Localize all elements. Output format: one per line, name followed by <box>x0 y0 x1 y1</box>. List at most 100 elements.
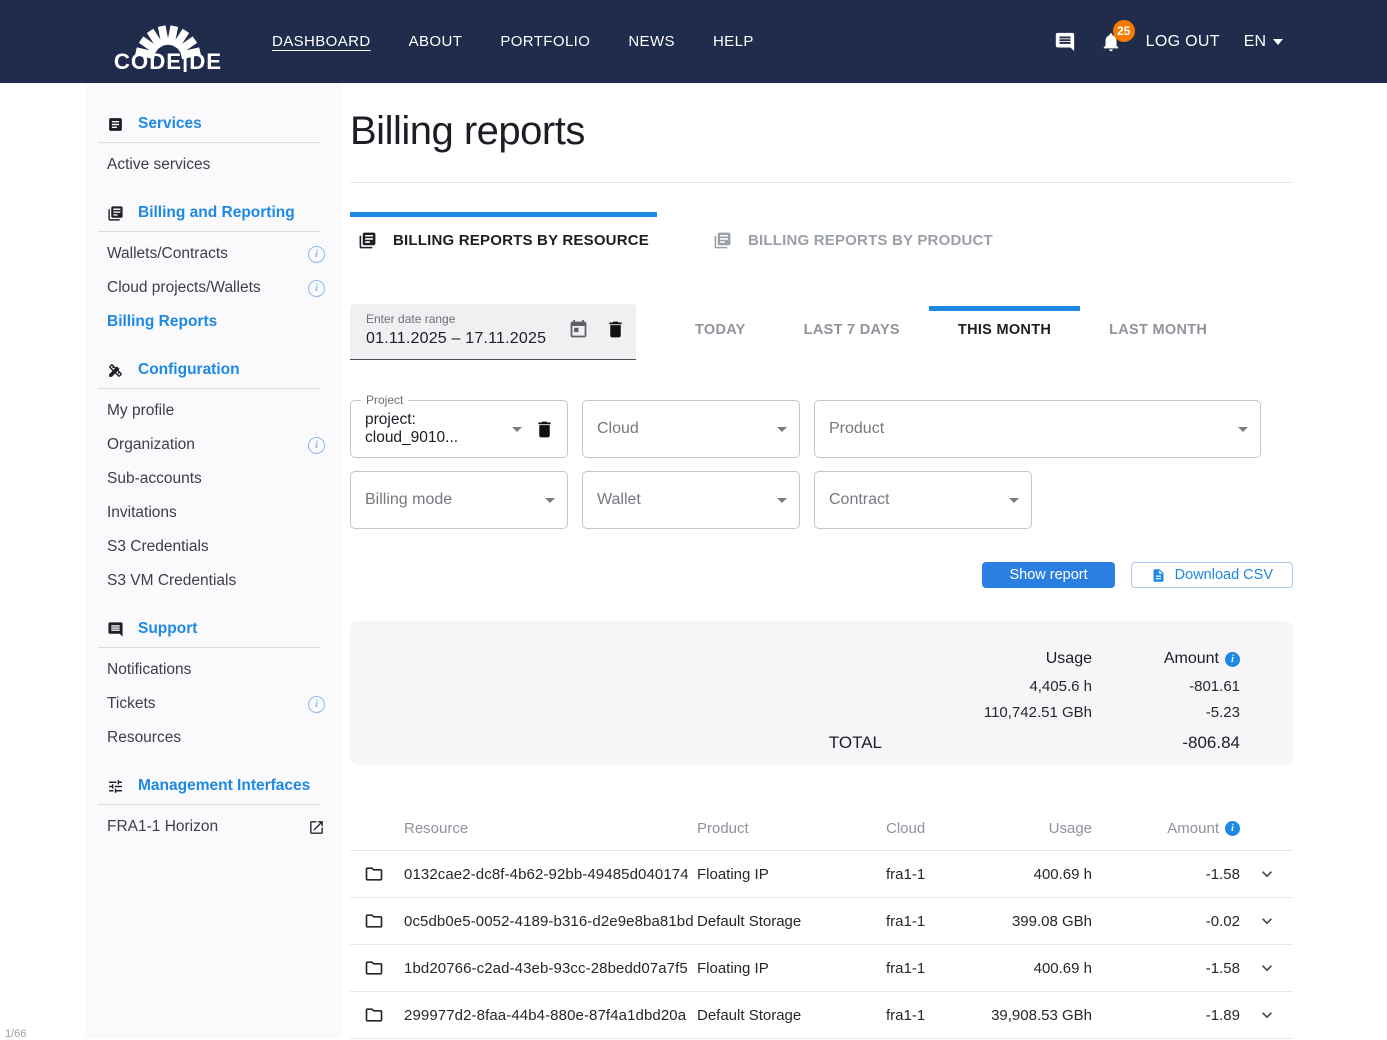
project-select-label: Project <box>361 393 409 407</box>
project-select[interactable]: Project project: cloud_9010... <box>350 393 568 458</box>
chevron-down-icon <box>512 426 522 432</box>
sidebar-section-billing: Billing and Reporting Wallets/Contracts … <box>85 196 341 339</box>
design-services-icon <box>107 362 124 379</box>
date-filter-row: Enter date range 01.11.2025 – 17.11.2025… <box>350 304 1293 360</box>
logout-button[interactable]: LOG OUT <box>1145 32 1220 50</box>
table-row: 299977d2-8faa-44b4-880e-87f4a1dbd20a Def… <box>350 992 1293 1039</box>
info-icon[interactable]: i <box>308 245 325 263</box>
summary-usage-header: Usage <box>1045 650 1092 667</box>
range-last-7-days[interactable]: LAST 7 DAYS <box>803 322 900 338</box>
file-icon <box>1153 568 1164 582</box>
summary-total-row: TOTAL -806.84 <box>350 727 1240 759</box>
open-in-new-icon <box>308 819 325 836</box>
nav-portfolio[interactable]: PORTFOLIO <box>500 33 591 50</box>
codede-logo[interactable]: CODE|DE <box>98 12 240 72</box>
clear-date-icon[interactable] <box>605 319 626 340</box>
feedback-icon[interactable] <box>1054 31 1076 53</box>
chevron-down-icon <box>777 497 787 503</box>
navbar-right: 25 LOG OUT EN <box>1054 19 1387 53</box>
sidebar-item-wallets-contracts[interactable]: Wallets/Contracts i <box>85 237 341 271</box>
summary-amount-header: Amount <box>1163 650 1219 667</box>
date-range-label: Enter date range <box>366 312 456 326</box>
filters: Project project: cloud_9010... Cloud Pro… <box>350 393 1293 529</box>
download-csv-button[interactable]: Download CSV <box>1130 562 1293 588</box>
total-label: TOTAL <box>828 733 882 752</box>
folder-icon <box>350 1005 404 1025</box>
library-icon <box>359 232 376 248</box>
expand-row-icon[interactable] <box>1240 911 1293 931</box>
calendar-icon[interactable] <box>568 319 589 340</box>
nav-help[interactable]: HELP <box>712 33 754 50</box>
section-title-management: Management Interfaces <box>138 777 311 794</box>
sidebar-item-tickets[interactable]: Tickets i <box>85 687 341 721</box>
sidebar-item-s3-credentials[interactable]: S3 Credentials <box>107 538 209 555</box>
divider <box>98 142 321 143</box>
article-icon <box>107 116 124 133</box>
col-product: Product <box>697 820 749 837</box>
page-title: Billing reports <box>350 109 585 153</box>
info-icon[interactable]: i <box>1225 821 1240 836</box>
svg-text:CODE|DE: CODE|DE <box>114 49 222 72</box>
cloud-select[interactable]: Cloud <box>582 400 800 458</box>
date-range-input[interactable]: Enter date range 01.11.2025 – 17.11.2025 <box>350 304 636 360</box>
table-row: 1bd20766-c2ad-43eb-93cc-28bedd07a7f5 Flo… <box>350 945 1293 992</box>
billing-mode-select[interactable]: Billing mode <box>350 471 568 529</box>
contract-select[interactable]: Contract <box>814 471 1032 529</box>
sidebar-item-s3-vm-credentials[interactable]: S3 VM Credentials <box>107 572 237 589</box>
col-resource: Resource <box>404 820 469 837</box>
language-selector[interactable]: EN <box>1244 33 1283 51</box>
project-select-value: project: cloud_9010... <box>365 411 459 446</box>
sidebar-item-resources[interactable]: Resources <box>107 729 182 746</box>
divider <box>98 388 321 389</box>
sidebar-item-fra1-horizon[interactable]: FRA1-1 Horizon <box>85 810 341 844</box>
col-cloud: Cloud <box>886 820 926 837</box>
range-today[interactable]: TODAY <box>695 322 746 338</box>
range-last-month[interactable]: LAST MONTH <box>1109 322 1208 338</box>
wallet-select[interactable]: Wallet <box>582 471 800 529</box>
info-icon[interactable]: i <box>1225 651 1240 667</box>
range-this-month[interactable]: THIS MONTH <box>928 306 1081 354</box>
nav-about[interactable]: ABOUT <box>408 33 463 50</box>
table-row: 0c5db0e5-0052-4189-b316-d2e9e8ba81bd Def… <box>350 898 1293 945</box>
sidebar-item-active-services[interactable]: Active services <box>107 156 211 173</box>
section-title-configuration: Configuration <box>138 361 240 378</box>
sidebar-item-cloud-projects-wallets[interactable]: Cloud projects/Wallets i <box>85 271 341 305</box>
report-actions: Show report Download CSV <box>350 562 1293 588</box>
nav-news[interactable]: NEWS <box>628 33 675 50</box>
section-title-support: Support <box>138 620 198 637</box>
sidebar-section-support: Support Notifications Tickets i Resource… <box>85 612 341 755</box>
summary-row: 4,405.6 h -801.61 <box>1029 677 1240 695</box>
clear-project-icon[interactable] <box>534 419 555 440</box>
product-select[interactable]: Product <box>814 400 1261 458</box>
folder-icon <box>350 864 404 884</box>
sidebar-section-services: Services Active services <box>85 107 341 182</box>
notifications-bell-icon[interactable]: 25 <box>1100 19 1135 53</box>
tab-billing-by-product[interactable]: BILLING REPORTS BY PRODUCT <box>705 216 1001 264</box>
info-icon[interactable]: i <box>308 436 325 454</box>
table-row: 0132cae2-dc8f-4b62-92bb-49485d040174 Flo… <box>350 851 1293 898</box>
page-indicator: 1/66 <box>5 1028 27 1040</box>
expand-row-icon[interactable] <box>1240 958 1293 978</box>
sidebar-item-sub-accounts[interactable]: Sub-accounts <box>107 470 202 487</box>
show-report-button[interactable]: Show report <box>982 562 1115 588</box>
sidebar-item-my-profile[interactable]: My profile <box>107 402 175 419</box>
summary-panel: Usage Amount i 4,405.6 h -801.61 110,742… <box>350 621 1293 765</box>
nav-dashboard[interactable]: DASHBOARD <box>272 33 371 50</box>
info-icon[interactable]: i <box>308 279 325 297</box>
quick-range-tabs: TODAY LAST 7 DAYS THIS MONTH LAST MONTH <box>666 306 1236 354</box>
sidebar-item-billing-reports[interactable]: Billing Reports <box>107 313 218 330</box>
table-header: Resource Product Cloud Usage Amount i <box>350 807 1293 851</box>
expand-row-icon[interactable] <box>1240 864 1293 884</box>
chevron-down-icon <box>1009 497 1019 503</box>
chevron-down-icon <box>1273 38 1283 45</box>
language-label: EN <box>1243 32 1266 50</box>
expand-row-icon[interactable] <box>1240 1005 1293 1025</box>
library-icon <box>714 232 731 248</box>
sidebar-item-notifications[interactable]: Notifications <box>107 661 192 678</box>
sidebar-item-invitations[interactable]: Invitations <box>107 504 177 521</box>
tab-billing-by-resource[interactable]: BILLING REPORTS BY RESOURCE <box>350 212 657 264</box>
info-icon[interactable]: i <box>308 695 325 713</box>
sidebar-item-organization[interactable]: Organization i <box>85 428 341 462</box>
summary-row: 110,742.51 GBh -5.23 <box>983 703 1240 721</box>
chevron-down-icon <box>777 426 787 432</box>
